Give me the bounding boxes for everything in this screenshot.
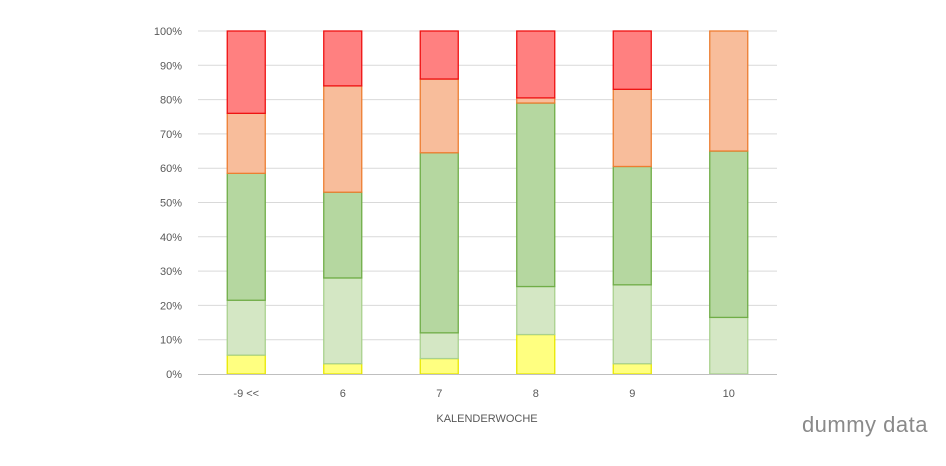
bar-segment <box>612 165 652 286</box>
grid-lines <box>198 30 777 341</box>
y-tick-label: 90% <box>160 60 182 72</box>
bar-segment <box>516 285 556 336</box>
bar-segment <box>516 333 556 375</box>
bar-segment <box>516 30 556 99</box>
bar-segment <box>612 30 652 90</box>
x-axis-title: KALENDERWOCHE <box>436 413 537 425</box>
y-tick-label: 50% <box>160 198 182 210</box>
y-tick-label: 40% <box>160 232 182 244</box>
bar-segment <box>516 102 556 288</box>
bar-segment <box>226 112 266 174</box>
x-tick-label: 9 <box>629 388 635 400</box>
y-tick-label: 30% <box>160 266 182 278</box>
bar-segment <box>226 30 266 114</box>
x-axis-tick-labels: -9 << 6 7 8 9 10 <box>233 388 734 400</box>
bar-segment <box>419 357 459 375</box>
bar-segment <box>709 316 749 375</box>
bar-segment <box>226 299 266 356</box>
bar-segment <box>419 152 459 334</box>
bar-segment <box>419 78 459 154</box>
bar-segment <box>612 88 652 168</box>
bar-segment <box>323 191 363 279</box>
bar-segment <box>419 30 459 80</box>
bar-segment <box>709 30 749 152</box>
bar-segment <box>709 150 749 319</box>
bars <box>226 30 749 375</box>
y-tick-label: 20% <box>160 300 182 312</box>
y-axis-tick-labels: 0% 10% 20% 30% 40% 50% 60% 70% 80% 90% 100% <box>154 26 182 381</box>
bar-segment <box>516 97 556 104</box>
y-tick-label: 10% <box>160 335 182 347</box>
y-tick-label: 0% <box>166 369 182 381</box>
x-tick-label: 6 <box>340 388 346 400</box>
bar-segment <box>612 363 652 375</box>
x-tick-label: 10 <box>723 388 735 400</box>
bar-segment <box>226 354 266 375</box>
bar-segment <box>226 172 266 301</box>
y-tick-label: 70% <box>160 129 182 141</box>
watermark-text: dummy data <box>801 412 928 437</box>
bar-segment <box>323 85 363 193</box>
y-tick-label: 60% <box>160 163 182 175</box>
bar-segment <box>323 277 363 365</box>
y-tick-label: 80% <box>160 95 182 107</box>
bar-segment <box>419 332 459 360</box>
x-tick-label: -9 << <box>233 388 259 400</box>
x-tick-label: 7 <box>436 388 442 400</box>
y-tick-label: 100% <box>154 26 182 38</box>
x-tick-label: 8 <box>533 388 539 400</box>
bar-segment <box>612 284 652 365</box>
bar-segment <box>323 30 363 87</box>
bar-segment <box>323 363 363 375</box>
